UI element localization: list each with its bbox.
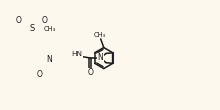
Text: O: O bbox=[88, 68, 94, 77]
Text: N: N bbox=[98, 53, 103, 62]
Text: HN: HN bbox=[72, 51, 82, 57]
Text: O: O bbox=[37, 70, 43, 79]
Text: HN: HN bbox=[72, 51, 82, 57]
Text: S: S bbox=[29, 24, 35, 33]
Text: N: N bbox=[46, 55, 52, 64]
Text: O: O bbox=[16, 16, 22, 25]
Text: CH₃: CH₃ bbox=[44, 26, 56, 32]
Text: O: O bbox=[42, 16, 48, 25]
Text: CH₃: CH₃ bbox=[93, 32, 106, 38]
